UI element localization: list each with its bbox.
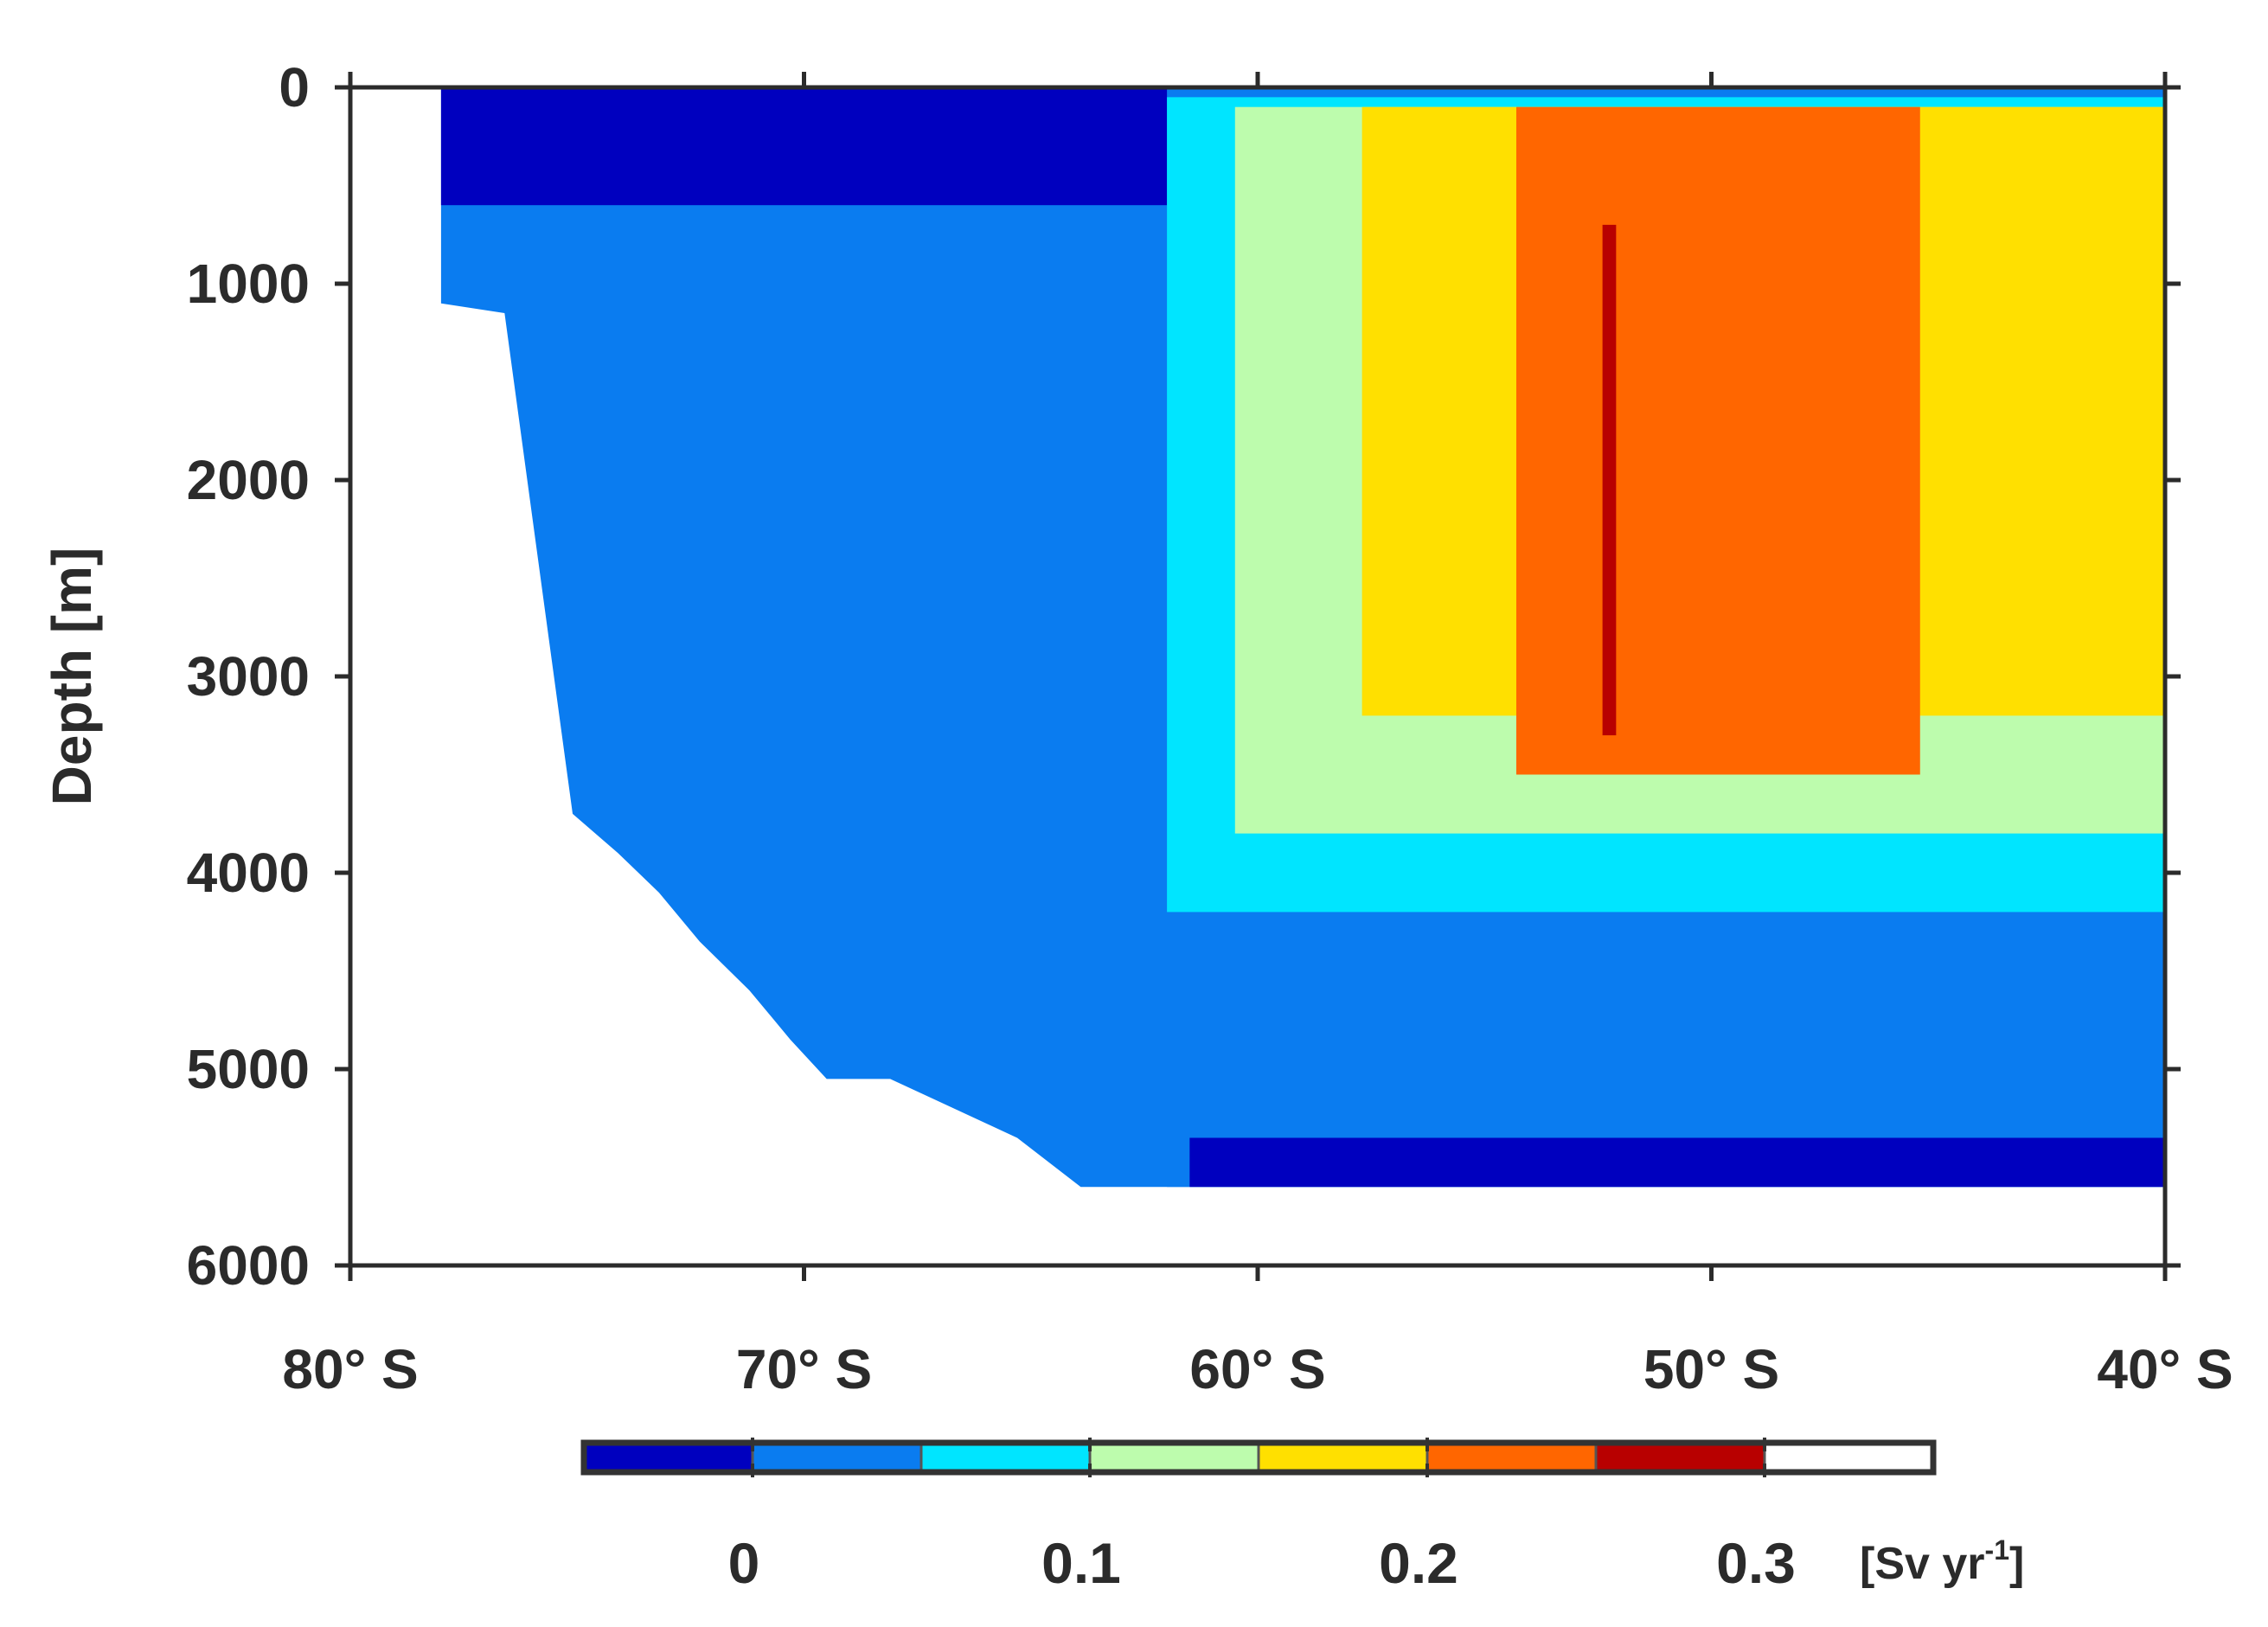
y-tick-label: 5000 xyxy=(187,1038,310,1100)
colorbar-tick-label: 0.2 xyxy=(1379,1531,1458,1595)
colorbar-segment xyxy=(584,1443,753,1472)
ocean-field xyxy=(440,87,2165,1188)
field-region-6 xyxy=(1602,224,1617,736)
x-tick-label: 80° S xyxy=(282,1338,418,1400)
colorbar-frame xyxy=(580,1439,1937,1476)
colorbar-units: [Sv yr-1] xyxy=(1860,1534,2024,1589)
colorbar-segment xyxy=(921,1443,1090,1472)
y-tick-label: 1000 xyxy=(187,253,310,315)
colorbar-segment xyxy=(1427,1443,1596,1472)
y-tick-label: 6000 xyxy=(187,1234,310,1297)
y-tick-label: 4000 xyxy=(187,842,310,904)
colorbar-tick-label: 0.3 xyxy=(1716,1531,1796,1595)
bottom-band xyxy=(1189,1137,2165,1188)
colorbar-tick-label: 0.1 xyxy=(1041,1531,1121,1595)
x-tick-label: 70° S xyxy=(736,1338,872,1400)
colorbar-units-close: ] xyxy=(2009,1539,2024,1589)
axes: 80° S 70° S 60° S 50° S 40° S 0 1000 2000 3000 40… xyxy=(187,56,2233,1400)
colorbar-segment xyxy=(1259,1443,1427,1472)
x-tick-label: 50° S xyxy=(1643,1338,1779,1400)
colorbar: 0 0.1 0.2 0.3 xyxy=(580,1438,1937,1595)
y-tick-label: 3000 xyxy=(187,645,310,708)
y-axis-label: Depth [m] xyxy=(41,548,103,806)
colorbar-units-main: [Sv yr xyxy=(1860,1539,1985,1589)
colorbar-segment xyxy=(1596,1443,1765,1472)
y-tick-label: 2000 xyxy=(187,449,310,511)
colorbar-segment xyxy=(753,1443,921,1472)
colorbar-units-superscript: -1 xyxy=(1985,1534,2009,1566)
colorbar-tick-label: 0 xyxy=(728,1531,760,1595)
colorbar-segment xyxy=(1090,1443,1259,1472)
field-region-5 xyxy=(1515,106,1920,775)
x-tick-label: 60° S xyxy=(1189,1338,1325,1400)
x-tick-label: 40° S xyxy=(2097,1338,2233,1400)
y-tick-label: 0 xyxy=(279,56,310,119)
